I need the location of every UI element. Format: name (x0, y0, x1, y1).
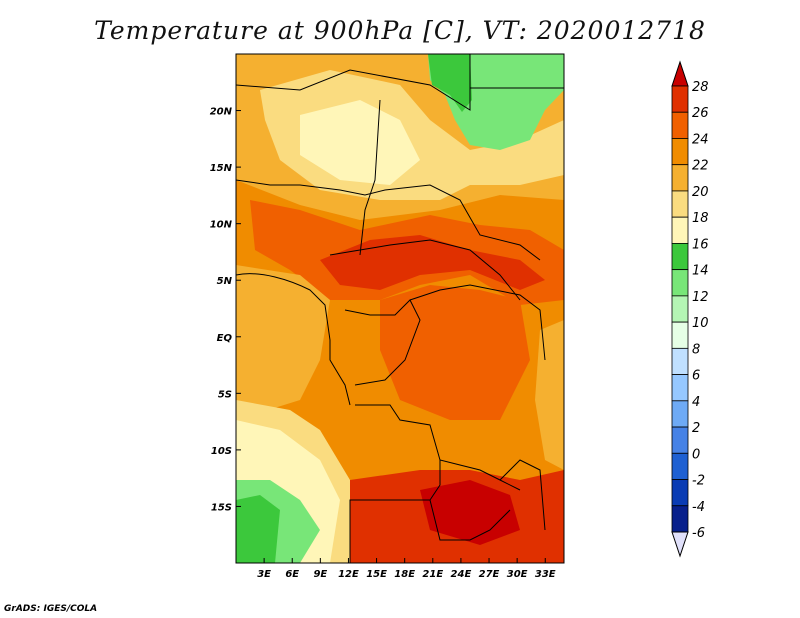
lon-tick-label: 30E (507, 569, 528, 580)
colorbar-box (671, 190, 689, 218)
colorbar-box (671, 164, 689, 192)
colorbar-top-triangle (671, 60, 689, 87)
lon-tick-label: 9E (313, 569, 327, 580)
field-south-darkred (420, 480, 520, 545)
lon-tick-label: 15E (366, 569, 387, 580)
lon-tick-label: 33E (535, 569, 556, 580)
colorbar-box (671, 347, 689, 375)
colorbar-box (671, 85, 689, 113)
colorbar-box (671, 138, 689, 166)
lon-tick-label: 12E (338, 569, 359, 580)
colorbar-box (671, 321, 689, 349)
lat-tick-label: EQ (217, 333, 233, 344)
lat-tick-label: 20N (210, 107, 233, 118)
colorbar-box (671, 216, 689, 244)
colorbar-label: 16 (692, 237, 709, 252)
colorbar-box (671, 295, 689, 323)
colorbar-label: 6 (692, 369, 700, 384)
colorbar-label: 18 (692, 211, 709, 226)
colorbar-label: 24 (692, 132, 709, 147)
lat-tick-label: 5S (218, 389, 232, 400)
colorbar-label: 26 (692, 106, 709, 121)
colorbar-box (671, 269, 689, 297)
chart-title: Temperature at 900hPa [C], VT: 202001271… (94, 16, 706, 45)
field-red-belt (320, 235, 545, 290)
grads-credit: GrADS: IGES/COLA (4, 604, 98, 614)
colorbar-box (671, 452, 689, 480)
lat-tick-label: 5N (217, 276, 233, 287)
field-congo (380, 285, 530, 420)
colorbar-label: -4 (692, 500, 705, 515)
field-sw-darkgreen (236, 495, 280, 563)
colorbar-box (671, 400, 689, 428)
colorbar-label: -6 (692, 526, 705, 541)
map-frame (235, 53, 565, 564)
colorbar-label: 20 (692, 185, 709, 200)
lon-tick-label: 3E (257, 569, 271, 580)
country-borders (236, 54, 564, 563)
lat-tick-label: 10N (210, 220, 233, 231)
colorbar-label: 0 (692, 447, 700, 462)
lat-tick-label: 15S (211, 502, 232, 513)
lon-tick-label: 6E (285, 569, 299, 580)
colorbar-label: 4 (692, 395, 700, 410)
colorbar-label: 14 (692, 264, 709, 279)
lat-tick-label: 15N (210, 163, 233, 174)
lon-tick-label: 27E (479, 569, 500, 580)
field-east-light (535, 320, 564, 470)
temperature-field (236, 54, 564, 563)
field-gulf-light (236, 265, 330, 420)
field-darkgreen-north (428, 54, 472, 112)
colorbar-box (671, 479, 689, 507)
colorbar-label: -2 (692, 474, 705, 489)
colorbar-label: 28 (692, 80, 709, 95)
lon-tick-label: 21E (422, 569, 443, 580)
field-sahara-pale (300, 100, 420, 185)
colorbar-box (671, 111, 689, 139)
colorbar-box (671, 374, 689, 402)
colorbar-label: 8 (692, 342, 700, 357)
lon-tick-label: 24E (451, 569, 472, 580)
colorbar-label: 2 (692, 421, 700, 436)
colorbar-box (671, 505, 689, 533)
lon-tick-label: 18E (394, 569, 415, 580)
colorbar-bottom-triangle (671, 531, 689, 558)
colorbar-label: 10 (692, 316, 709, 331)
colorbar-box (671, 243, 689, 271)
colorbar-box (671, 426, 689, 454)
colorbar-label: 12 (692, 290, 709, 305)
map-axes: 3E 6E 9E 12E 15E 18E 21E 24E 27E 30E 33E 20N 15N 10N 5… (210, 107, 556, 580)
lat-tick-label: 10S (211, 446, 232, 457)
colorbar-label: 22 (692, 159, 709, 174)
